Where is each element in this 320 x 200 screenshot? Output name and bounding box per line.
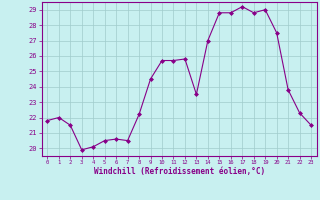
X-axis label: Windchill (Refroidissement éolien,°C): Windchill (Refroidissement éolien,°C) [94,167,265,176]
